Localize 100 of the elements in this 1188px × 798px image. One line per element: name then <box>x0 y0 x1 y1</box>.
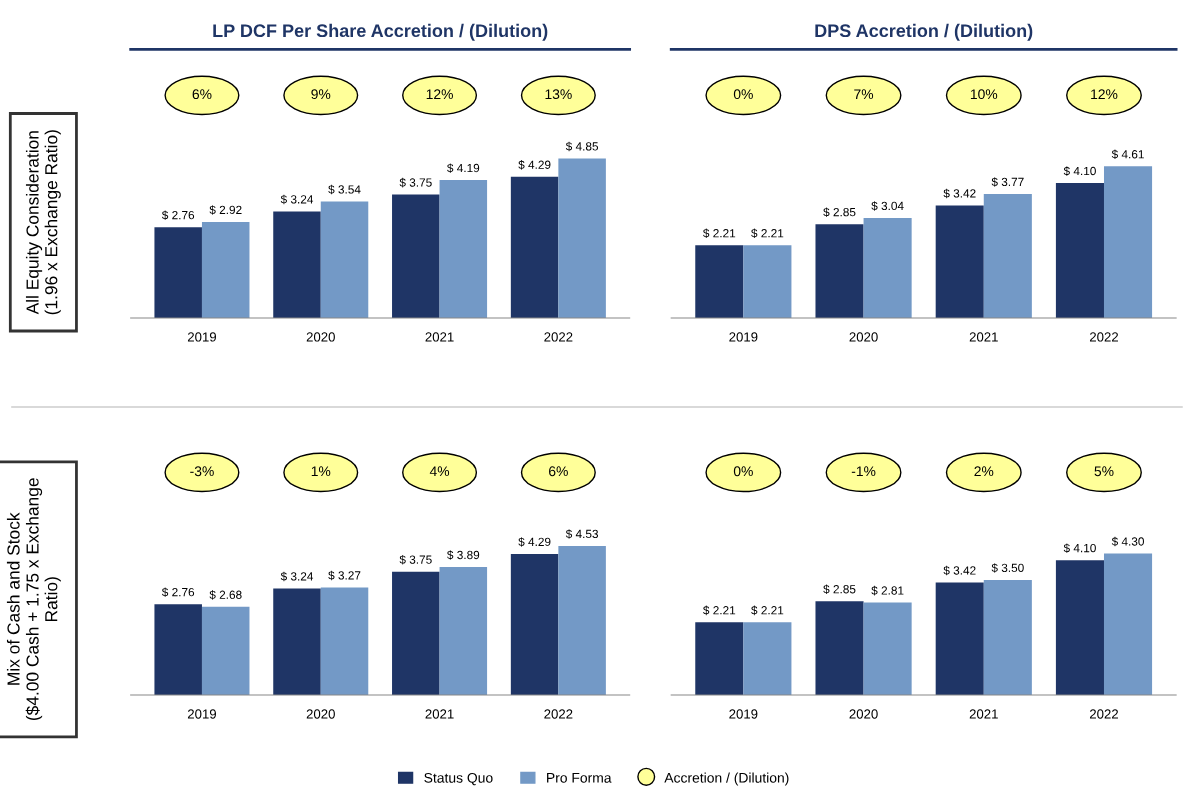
bar <box>154 604 202 696</box>
data-label: $ 4.30 <box>1111 536 1144 547</box>
data-label: $ 2.92 <box>209 205 242 215</box>
text: 0% <box>733 89 753 100</box>
bar <box>510 176 559 318</box>
data-label: $ 2.76 <box>161 587 195 598</box>
bar <box>695 622 744 696</box>
bar <box>1103 553 1153 696</box>
x-tick-label: 2020 <box>849 709 878 719</box>
x-tick-label: 2022 <box>544 332 573 342</box>
x-tick-label: 2020 <box>306 709 335 719</box>
bar <box>201 606 250 696</box>
data-label: $ 2.85 <box>823 584 856 595</box>
data-label: $ 3.77 <box>991 177 1024 187</box>
legend-label: Pro Forma <box>547 773 612 783</box>
bar <box>510 553 559 696</box>
data-label: $ 3.24 <box>280 571 314 582</box>
text: 0% <box>733 466 753 477</box>
bar <box>983 193 1032 318</box>
text: 9% <box>311 89 331 100</box>
x-tick-label: 2020 <box>849 332 878 342</box>
chart-title: DPS Accretion / (Dilution) <box>815 23 1033 41</box>
data-label: $ 2.21 <box>703 228 736 239</box>
data-label: $ 3.75 <box>399 554 432 565</box>
bar <box>1103 166 1153 318</box>
data-label: $ 3.75 <box>399 177 432 188</box>
x-tick-label: 2021 <box>969 332 998 342</box>
x-tick-label: 2022 <box>1089 332 1119 342</box>
bar <box>439 567 488 696</box>
data-label: $ 2.81 <box>871 585 904 596</box>
text: 2% <box>974 466 994 477</box>
data-label: $ 4.10 <box>1063 166 1096 176</box>
bar <box>320 587 369 696</box>
x-tick-label: 2022 <box>1089 709 1119 719</box>
bar <box>935 205 984 318</box>
text: 13% <box>545 89 572 100</box>
data-label: $ 3.89 <box>447 550 480 560</box>
y-axis-title: All Equity Consideration (1.96 x Exchange Ratio) <box>25 130 61 315</box>
x-tick-label: 2021 <box>969 709 998 719</box>
data-label: $ 2.21 <box>751 228 784 239</box>
text: 7% <box>854 89 874 100</box>
text: -3% <box>190 466 214 477</box>
text: 4% <box>429 466 450 477</box>
data-label: $ 2.76 <box>161 210 195 220</box>
data-label: $ 4.19 <box>447 163 480 173</box>
legend-label: Status Quo <box>424 772 493 786</box>
bar <box>695 245 744 318</box>
data-label: $ 2.21 <box>751 605 784 616</box>
bar <box>863 602 912 696</box>
bar <box>392 194 440 318</box>
bar <box>983 579 1032 696</box>
bar <box>201 221 250 318</box>
text: 12% <box>1091 89 1118 100</box>
x-tick-label: 2019 <box>187 332 217 342</box>
bar <box>439 180 488 318</box>
text: 1% <box>311 466 331 477</box>
bar <box>863 217 912 318</box>
text: Accretion / (Dilution) <box>664 772 789 786</box>
data-label: $ 4.29 <box>518 160 551 170</box>
bar <box>154 227 202 318</box>
text: 10% <box>970 89 998 100</box>
bar <box>1055 560 1104 696</box>
bar <box>743 245 792 318</box>
bar <box>320 201 369 318</box>
data-label: $ 3.50 <box>991 563 1024 573</box>
data-label: $ 3.42 <box>943 188 976 199</box>
x-tick-label: 2019 <box>729 332 758 342</box>
bar <box>815 601 864 696</box>
x-tick-label: 2019 <box>187 709 217 719</box>
data-label: $ 2.21 <box>703 605 736 616</box>
text: 6% <box>192 89 212 100</box>
data-label: $ 3.54 <box>328 184 361 195</box>
chart-title: LP DCF Per Share Accretion / (Dilution) <box>213 23 548 41</box>
data-label: $ 4.53 <box>565 529 599 539</box>
bar <box>558 158 606 318</box>
text: -1% <box>851 466 876 477</box>
bar <box>935 582 984 696</box>
text: 6% <box>549 466 568 477</box>
y-axis-title: Mix of Cash and Stock ($4.00 Cash + 1.75 x Exchange Ratio) <box>6 478 61 721</box>
bar <box>273 588 321 696</box>
data-label: $ 3.04 <box>871 201 904 211</box>
bar <box>1055 183 1104 318</box>
data-label: $ 4.61 <box>1111 149 1144 160</box>
data-label: $ 3.24 <box>280 194 314 205</box>
text: 5% <box>1094 466 1114 477</box>
data-label: $ 3.27 <box>328 570 361 581</box>
bar <box>392 571 440 696</box>
bar <box>743 622 792 696</box>
x-tick-label: 2019 <box>729 709 758 719</box>
data-label: $ 2.68 <box>209 590 242 600</box>
data-label: $ 4.10 <box>1063 543 1096 553</box>
x-tick-label: 2022 <box>544 709 573 719</box>
data-label: $ 4.85 <box>565 141 599 152</box>
bar <box>815 224 864 318</box>
x-tick-label: 2021 <box>425 332 454 342</box>
bar <box>558 545 606 696</box>
data-label: $ 4.29 <box>518 537 551 547</box>
x-tick-label: 2020 <box>306 332 335 342</box>
data-label: $ 2.85 <box>823 207 856 218</box>
text: 12% <box>426 89 453 100</box>
